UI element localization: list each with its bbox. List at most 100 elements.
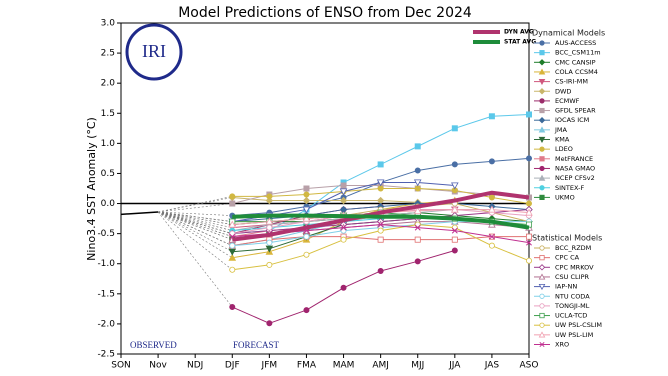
marker — [539, 40, 545, 46]
marker — [228, 253, 237, 261]
marker — [488, 113, 495, 120]
legend-header: Dynamical Models — [532, 29, 605, 38]
legend-item: CMC CANSIP — [534, 58, 596, 66]
legend-label: STAT AVG — [504, 39, 536, 46]
marker — [538, 68, 546, 75]
marker — [303, 233, 310, 240]
marker — [539, 341, 545, 348]
legend-item: AUS-ACCESS — [534, 39, 596, 47]
marker — [303, 185, 310, 192]
forecast-link — [158, 211, 233, 231]
marker — [488, 233, 495, 240]
marker — [539, 194, 545, 200]
marker — [538, 79, 546, 86]
legend-label: CMC CANSIP — [555, 58, 596, 66]
marker — [526, 233, 533, 240]
marker — [377, 236, 384, 243]
forecast-link — [158, 203, 233, 213]
legend-label: SINTEX-F — [555, 184, 584, 192]
legend-label: UCLA-TCD — [555, 312, 587, 320]
legend-label: XRO — [555, 341, 569, 349]
marker — [538, 88, 546, 95]
legend-label: UW PSL-CSLIM — [555, 321, 602, 329]
legend-label: CPC MRKOV — [555, 263, 594, 271]
annotation: FORECAST — [233, 340, 280, 350]
legend-label: UW PSL-LIM — [555, 331, 593, 339]
marker — [451, 236, 458, 243]
legend-label: AUS-ACCESS — [555, 39, 596, 47]
marker — [377, 221, 384, 228]
forecast-link — [157, 211, 233, 240]
marker — [488, 205, 496, 213]
legend-item: IAP-NN — [534, 283, 577, 291]
legend-item: COLA CCSM4 — [534, 68, 598, 76]
marker — [376, 196, 385, 205]
legend-item: NCEP CFSv2 — [534, 174, 595, 182]
legend-item: MetFRANCE — [534, 155, 593, 163]
marker — [539, 146, 545, 152]
marker — [377, 185, 384, 192]
y-tick-label: 2.5 — [101, 49, 115, 59]
marker — [377, 161, 384, 168]
legend-item: XRO — [534, 341, 569, 349]
marker — [539, 312, 545, 319]
marker — [526, 200, 533, 207]
marker — [303, 191, 310, 198]
x-tick-label: JFM — [261, 361, 278, 371]
marker — [538, 136, 546, 143]
marker — [228, 220, 237, 228]
legend-label: TONGJI-ML — [554, 302, 590, 310]
marker — [339, 196, 348, 205]
legend-label: GFDL SPEAR — [555, 107, 596, 115]
x-tick-label: SON — [111, 361, 131, 371]
marker — [538, 331, 546, 338]
marker — [451, 182, 459, 190]
legend-item: GFDL SPEAR — [534, 107, 596, 115]
marker — [302, 206, 311, 214]
x-tick-label: DJF — [225, 361, 240, 371]
marker — [488, 242, 495, 249]
marker — [377, 267, 384, 274]
marker — [229, 200, 236, 207]
legend-item: SINTEX-F — [534, 184, 584, 192]
forecast-link — [158, 196, 233, 213]
legend-label: DYN AVG — [504, 29, 534, 36]
plot-frame — [120, 22, 530, 355]
marker — [413, 206, 422, 214]
x-tick-label: MAM — [333, 361, 355, 371]
legend-label: JMA — [554, 126, 568, 134]
marker — [340, 236, 347, 243]
marker — [539, 303, 545, 309]
marker — [414, 185, 421, 192]
marker — [538, 174, 546, 181]
x-tick-label: Nov — [149, 361, 167, 371]
marker — [303, 251, 310, 258]
x-tick-label: ASO — [520, 361, 539, 371]
forecast-link — [158, 211, 233, 234]
marker — [266, 261, 273, 268]
y-tick-label: 0.0 — [101, 199, 116, 209]
marker — [302, 196, 311, 205]
forecast-link — [157, 211, 233, 237]
marker — [539, 165, 545, 172]
marker — [451, 205, 459, 213]
legend-label: IOCAS ICM — [555, 116, 589, 124]
marker — [414, 224, 421, 231]
marker — [451, 227, 458, 234]
logo: IRI — [125, 23, 183, 81]
legend-item: NASA GMAO — [534, 164, 595, 172]
legend-item: IOCAS ICM — [534, 116, 589, 124]
x-tick-label: AMJ — [372, 361, 389, 371]
forecast-link — [157, 211, 233, 252]
marker — [488, 158, 495, 165]
y-tick-label: -0.5 — [97, 229, 115, 239]
legend-item: NTU CODA — [534, 292, 590, 300]
legend-label: CPC CA — [555, 254, 580, 262]
y-tick-label: -2.0 — [97, 319, 115, 329]
x-tick-label: MJJ — [411, 361, 424, 371]
marker — [265, 217, 274, 225]
forecast-link — [158, 211, 233, 225]
legend-item: BCC_RZDM — [534, 244, 591, 252]
legend-label: LDEO — [555, 145, 573, 153]
x-tick-label: FMA — [297, 361, 317, 371]
